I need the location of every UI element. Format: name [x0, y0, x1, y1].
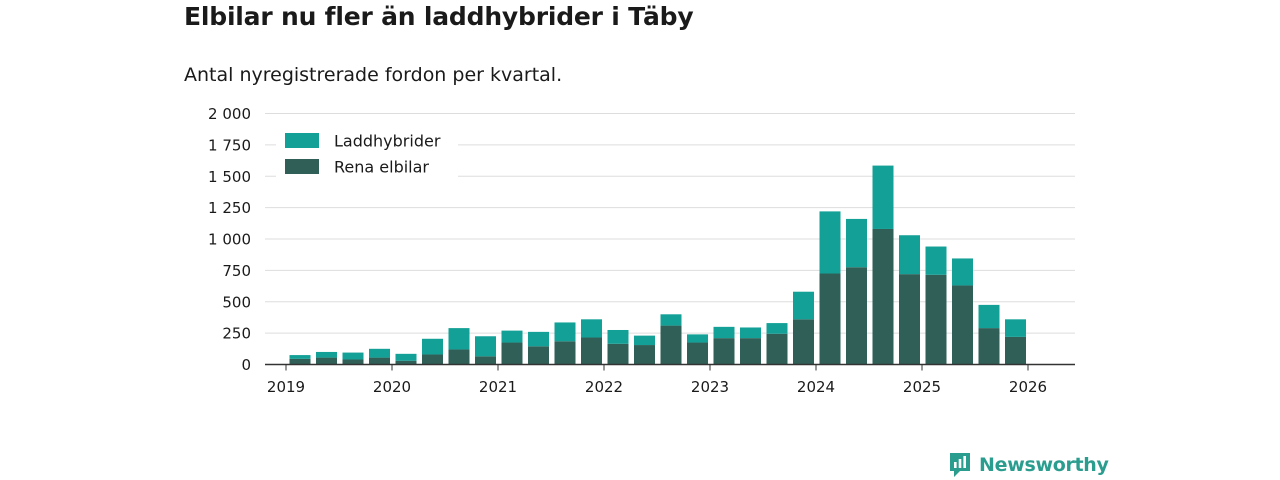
legend-swatch — [285, 133, 319, 148]
bar-rena-elbilar — [289, 358, 311, 365]
x-tick-label: 2020 — [373, 378, 411, 396]
bar-laddhybrider — [289, 355, 311, 359]
bar-rena-elbilar — [634, 345, 655, 365]
bar-rena-elbilar — [395, 360, 417, 365]
x-tick-label: 2021 — [479, 378, 517, 396]
bar-laddhybrider — [713, 326, 735, 339]
bar-laddhybrider — [819, 211, 841, 274]
bar-rena-elbilar — [766, 333, 788, 365]
x-tick-label: 2022 — [585, 378, 623, 396]
bar-laddhybrider — [660, 314, 682, 326]
bar-rena-elbilar — [554, 341, 576, 365]
bar-rena-elbilar — [793, 319, 814, 365]
bar-rena-elbilar — [342, 359, 364, 365]
y-tick-label: 500 — [222, 293, 251, 311]
chart-subtitle: Antal nyregistrerade fordon per kvartal. — [184, 64, 563, 86]
bar-laddhybrider — [581, 319, 602, 338]
x-tick-label: 2025 — [903, 378, 941, 396]
bar-rena-elbilar — [369, 357, 390, 365]
bar-laddhybrider — [422, 338, 443, 355]
bars — [289, 165, 1026, 365]
bar-laddhybrider — [846, 218, 867, 268]
bar-rena-elbilar — [872, 228, 894, 365]
bar-laddhybrider — [528, 331, 549, 347]
bar-laddhybrider — [872, 165, 894, 229]
bar-laddhybrider — [899, 235, 920, 275]
y-tick-label: 1 750 — [208, 136, 251, 154]
y-tick-label: 2 000 — [208, 105, 251, 123]
bar-rena-elbilar — [422, 354, 443, 365]
bar-laddhybrider — [925, 246, 947, 275]
bar-laddhybrider — [978, 304, 1000, 329]
bar-laddhybrider — [554, 322, 576, 342]
bar-laddhybrider — [687, 334, 708, 343]
brand: Newsworthy — [948, 451, 1109, 479]
y-tick-label: 750 — [222, 262, 251, 280]
y-axis-labels: 0 250 500 750 1 000 1 250 1 500 1 750 2 000 — [208, 105, 251, 374]
bar-rena-elbilar — [713, 338, 735, 365]
y-tick-label: 1 000 — [208, 231, 251, 249]
x-axis: 2019 2020 2021 2022 2023 2024 2025 2026 — [265, 363, 1075, 396]
bar-laddhybrider — [501, 330, 523, 343]
x-tick-label: 2024 — [797, 378, 835, 396]
bar-laddhybrider — [740, 327, 761, 339]
bar-laddhybrider — [316, 351, 337, 358]
bar-laddhybrider — [369, 348, 390, 358]
bar-laddhybrider — [634, 335, 655, 346]
legend: Laddhybrider Rena elbilar — [276, 124, 458, 180]
bar-rena-elbilar — [1005, 336, 1026, 365]
bar-rena-elbilar — [978, 328, 1000, 365]
bar-rena-elbilar — [952, 285, 973, 365]
bar-rena-elbilar — [607, 343, 629, 365]
bar-laddhybrider — [952, 258, 973, 286]
x-tick-label: 2019 — [267, 378, 305, 396]
y-tick-label: 0 — [241, 356, 251, 374]
bar-laddhybrider — [395, 353, 417, 361]
bar-laddhybrider — [1005, 319, 1026, 337]
y-tick-label: 250 — [222, 325, 251, 343]
x-tick-label: 2023 — [691, 378, 729, 396]
legend-label: Rena elbilar — [334, 158, 429, 177]
bar-rena-elbilar — [316, 357, 337, 365]
bar-rena-elbilar — [475, 356, 496, 365]
bar-rena-elbilar — [899, 274, 920, 365]
newsworthy-logo-icon — [950, 453, 970, 477]
legend-swatch — [285, 159, 319, 174]
x-tick-label: 2026 — [1009, 378, 1047, 396]
bar-rena-elbilar — [660, 325, 682, 365]
bar-laddhybrider — [475, 336, 496, 357]
bar-laddhybrider — [793, 291, 814, 320]
y-tick-label: 1 500 — [208, 168, 251, 186]
bar-rena-elbilar — [528, 346, 549, 365]
y-tick-label: 1 250 — [208, 199, 251, 217]
bar-rena-elbilar — [501, 342, 523, 365]
brand-name: Newsworthy — [979, 454, 1109, 476]
bar-rena-elbilar — [581, 337, 602, 365]
bar-rena-elbilar — [819, 273, 841, 365]
bar-rena-elbilar — [687, 342, 708, 365]
bar-laddhybrider — [342, 352, 364, 360]
bar-rena-elbilar — [846, 267, 867, 365]
bar-laddhybrider — [766, 323, 788, 334]
bar-laddhybrider — [448, 328, 470, 350]
legend-label: Laddhybrider — [334, 132, 441, 151]
bar-rena-elbilar — [740, 338, 761, 365]
bar-rena-elbilar — [448, 349, 470, 365]
bar-rena-elbilar — [925, 274, 947, 365]
bar-laddhybrider — [607, 329, 629, 344]
chart-title: Elbilar nu fler än laddhybrider i Täby — [184, 2, 694, 31]
